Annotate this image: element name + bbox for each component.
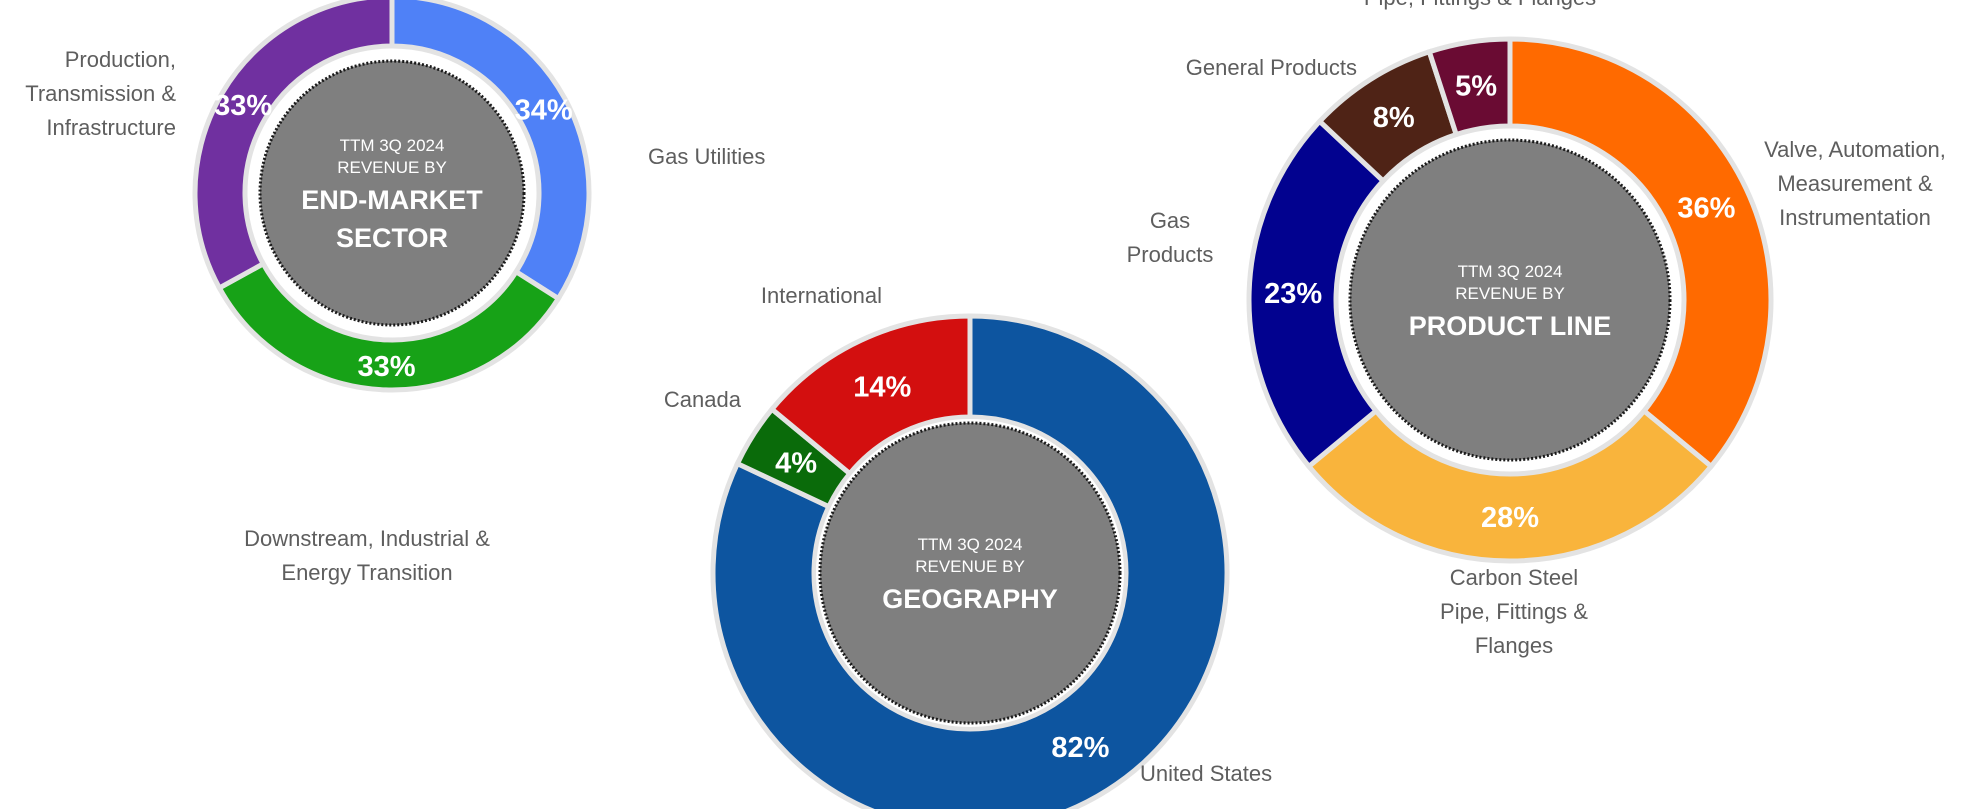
category-label-production-transmission-infrastructure: Production, Transmission & Infrastructure — [25, 47, 176, 140]
donut-chart-3: 36% 28% 23% 8% 5% TTM 3Q 2024 REVENUE BY PRODUC… — [1127, 0, 1946, 658]
data-label-production-transmission-infrastructure: 33% — [214, 90, 272, 122]
category-label-united-states: United States — [1140, 761, 1272, 786]
center-title-small: REVENUE BY — [1455, 284, 1565, 303]
data-label-carbon-steel-pipe-fittings-flanges: 28% — [1481, 502, 1539, 534]
category-label-gas-utilities: Gas Utilities — [648, 144, 765, 169]
data-label-downstream-industrial-energy-transition: 33% — [358, 351, 416, 383]
center-disc — [818, 421, 1122, 725]
segment-international — [768, 313, 973, 478]
center-title-small: TTM 3Q 2024 — [918, 535, 1023, 554]
data-label-international: 14% — [853, 372, 911, 404]
data-label-valve-automation-measurement-instrumentation: 36% — [1677, 193, 1735, 225]
donut-chart-1: 34% 33% 33% TTM 3Q 2024 REVENUE BY END-MARKET… — [25, 0, 765, 585]
category-label-carbon-steel-pipe-fittings-flanges: Carbon Steel Pipe, Fittings & Flanges — [1440, 565, 1588, 658]
segment-valve-automation-measurement-instrumentation — [1507, 36, 1774, 470]
category-label-general-products: General Products — [1186, 55, 1357, 80]
center-disc — [1348, 138, 1672, 462]
data-label-gas-utilities: 34% — [515, 95, 573, 127]
center-title-small: TTM 3Q 2024 — [1458, 262, 1563, 281]
center-title-small: REVENUE BY — [337, 158, 447, 177]
center-disc — [258, 59, 526, 327]
segment-pipe-fittings-flanges — [1426, 36, 1513, 138]
center-title-big: PRODUCT LINE — [1409, 311, 1612, 341]
category-label-canada: Canada — [664, 387, 742, 412]
segment-gas-products — [1246, 117, 1387, 470]
data-label-gas-products: 23% — [1264, 278, 1322, 310]
category-label-gas-products: Gas Products — [1127, 208, 1214, 267]
donut-chart-2: 82% 4% 14% TTM 3Q 2024 REVENUE BY GEOGRAPHY Un… — [664, 283, 1272, 809]
center-title-big: SECTOR — [336, 223, 448, 253]
data-label-canada: 4% — [775, 448, 817, 480]
center-title-small: TTM 3Q 2024 — [340, 136, 445, 155]
data-label-general-products: 8% — [1373, 102, 1415, 134]
data-label-pipe-fittings-flanges: 5% — [1455, 71, 1497, 103]
category-label-downstream-industrial-energy-transition: Downstream, Industrial & Energy Transitio… — [244, 526, 490, 585]
data-label-united-states: 82% — [1051, 732, 1109, 764]
category-label-international: International — [761, 283, 882, 308]
category-label-pipe-fittings-flanges: Pipe, Fittings & Flanges — [1364, 0, 1596, 10]
segment-production-transmission-infrastructure — [192, 0, 395, 292]
center-title-small: REVENUE BY — [915, 557, 1025, 576]
segment-carbon-steel-pipe-fittings-flanges — [1305, 407, 1715, 564]
center-title-big: END-MARKET — [301, 185, 483, 215]
segment-united-states — [710, 313, 1230, 809]
center-title-big: GEOGRAPHY — [882, 584, 1058, 614]
category-label-valve-automation-measurement-instrumentation: Valve, Automation, Measurement & Instrumen… — [1764, 137, 1946, 230]
